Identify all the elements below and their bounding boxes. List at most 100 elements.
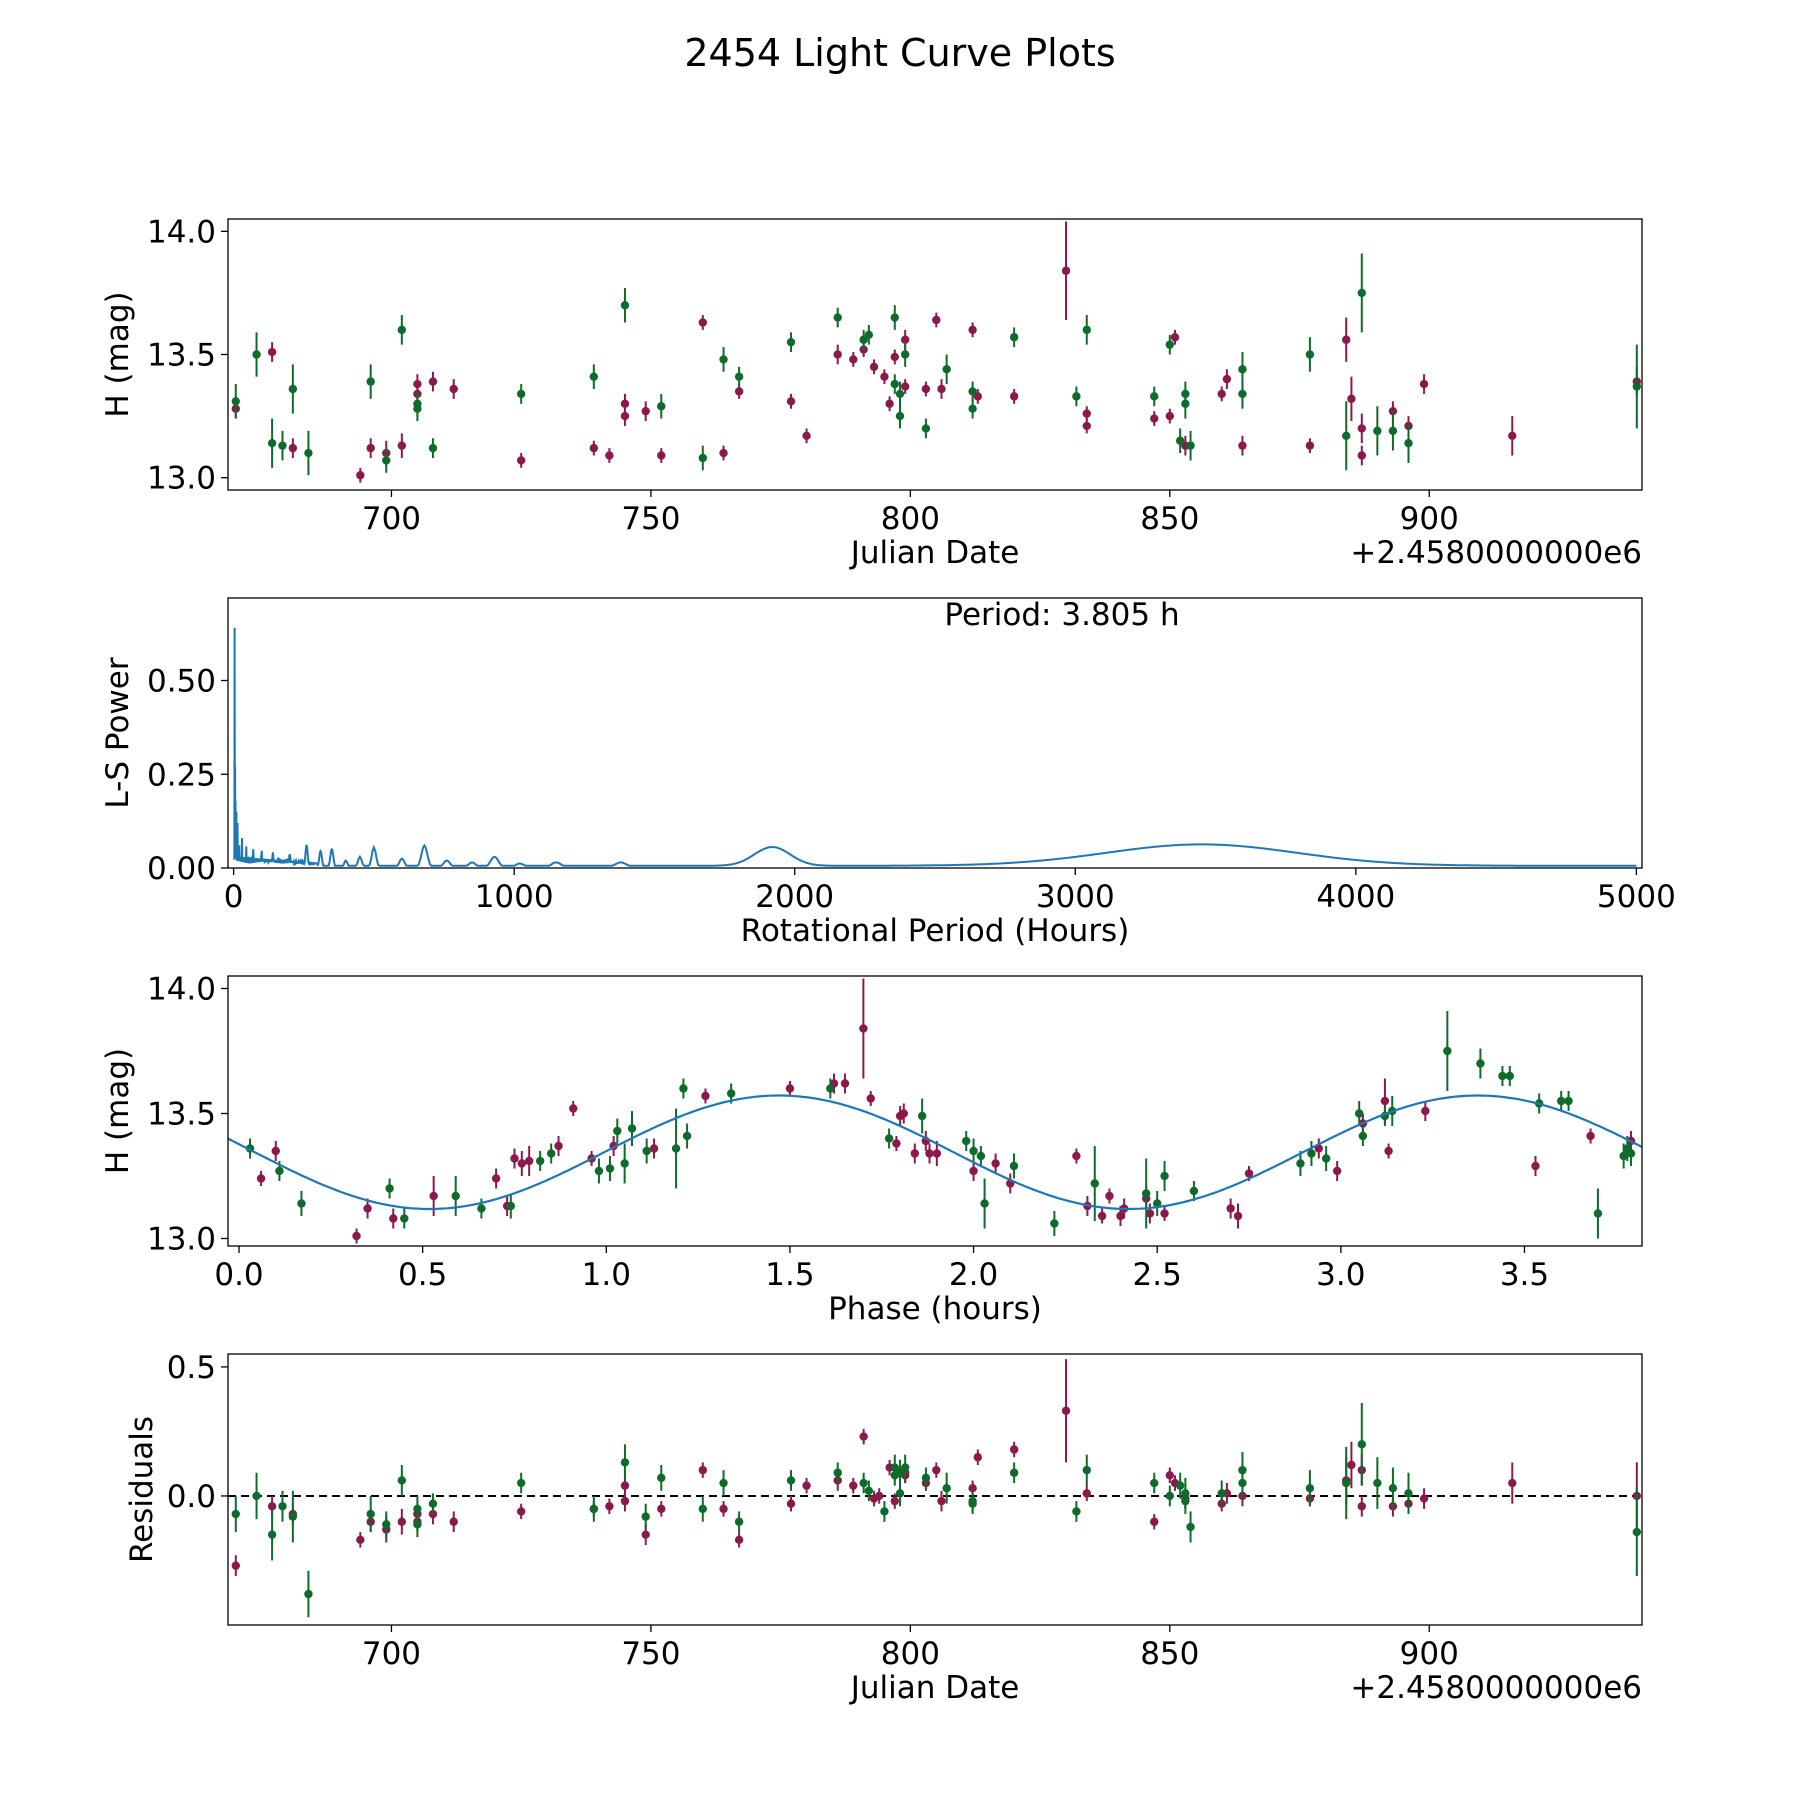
x-tick-label: 3000 bbox=[1036, 879, 1115, 915]
data-point bbox=[833, 313, 842, 322]
data-point bbox=[267, 1530, 277, 1539]
data-point bbox=[620, 301, 630, 310]
data-point bbox=[980, 1199, 989, 1208]
data-point bbox=[594, 1166, 604, 1176]
data-point bbox=[1226, 1204, 1235, 1213]
data-point bbox=[890, 313, 899, 322]
data-point bbox=[786, 337, 796, 347]
data-point bbox=[1508, 431, 1517, 440]
data-point bbox=[620, 411, 630, 421]
data-point bbox=[1342, 431, 1351, 440]
data-point bbox=[231, 397, 240, 406]
data-point bbox=[271, 1146, 280, 1156]
data-point bbox=[620, 1481, 630, 1490]
x-tick-label: 4000 bbox=[1316, 879, 1395, 915]
data-point bbox=[1421, 1106, 1430, 1116]
data-point bbox=[1061, 1406, 1071, 1415]
data-point bbox=[890, 1463, 899, 1472]
y-tick-label: 14.0 bbox=[147, 214, 216, 250]
data-point bbox=[641, 406, 650, 416]
data-point bbox=[1357, 424, 1366, 433]
data-point bbox=[786, 1499, 796, 1508]
data-point bbox=[569, 1104, 578, 1113]
data-point bbox=[900, 382, 910, 391]
data-point bbox=[719, 1504, 728, 1514]
data-point bbox=[620, 1159, 629, 1168]
data-point bbox=[1072, 392, 1081, 401]
data-point bbox=[1175, 436, 1185, 445]
data-point bbox=[802, 1481, 811, 1490]
data-point bbox=[890, 352, 899, 362]
data-point bbox=[382, 1520, 391, 1529]
data-point bbox=[1632, 1527, 1642, 1537]
data-point bbox=[1498, 1071, 1507, 1081]
data-point bbox=[1357, 1440, 1366, 1449]
data-point bbox=[682, 1131, 692, 1141]
data-point bbox=[397, 1517, 407, 1526]
data-point bbox=[1222, 374, 1232, 384]
data-point bbox=[288, 384, 298, 394]
data-point bbox=[1165, 1491, 1175, 1501]
y-tick-label: 0.0 bbox=[167, 1479, 216, 1515]
plot-area bbox=[228, 1359, 1642, 1618]
data-point bbox=[547, 1149, 556, 1158]
data-point bbox=[925, 1149, 934, 1158]
data-point bbox=[657, 451, 666, 460]
data-point bbox=[524, 1156, 534, 1166]
x-tick-label: 750 bbox=[621, 1636, 680, 1672]
data-point bbox=[900, 1463, 910, 1472]
data-point bbox=[1082, 1489, 1091, 1498]
data-point bbox=[620, 399, 630, 408]
data-point bbox=[802, 431, 811, 440]
data-point bbox=[1384, 1146, 1393, 1156]
data-point bbox=[267, 347, 277, 357]
data-point bbox=[356, 1535, 365, 1545]
data-point bbox=[1388, 1484, 1398, 1493]
data-point bbox=[1181, 1489, 1190, 1498]
y-tick-label: 13.0 bbox=[147, 1222, 216, 1258]
data-point bbox=[1632, 382, 1642, 391]
data-point bbox=[491, 1174, 501, 1183]
data-point bbox=[1380, 1096, 1390, 1106]
x-tick-label: 850 bbox=[1140, 501, 1199, 537]
data-point bbox=[1593, 1209, 1603, 1218]
data-point bbox=[895, 389, 905, 399]
data-point bbox=[657, 1504, 666, 1514]
data-point bbox=[1305, 1484, 1315, 1493]
data-point bbox=[516, 389, 526, 399]
data-point bbox=[1505, 1071, 1514, 1081]
x-axis-label: Rotational Period (Hours) bbox=[741, 913, 1130, 949]
data-point bbox=[973, 1453, 983, 1462]
data-point bbox=[267, 1502, 277, 1511]
chart-panel-2: Period: 3.805 h 0 1000 2000 3000 4000 5000 0.00… bbox=[100, 597, 1676, 949]
data-point bbox=[477, 1204, 486, 1213]
data-point bbox=[1160, 1171, 1169, 1181]
data-point bbox=[1217, 389, 1226, 399]
data-point bbox=[605, 451, 614, 460]
data-point bbox=[1619, 1151, 1628, 1161]
data-point bbox=[589, 443, 599, 453]
data-point bbox=[1404, 438, 1413, 448]
x-tick-label: 0.5 bbox=[398, 1257, 447, 1293]
x-tick-label: 800 bbox=[881, 501, 940, 537]
y-tick-label: 13.5 bbox=[147, 338, 216, 374]
data-point bbox=[517, 1159, 527, 1168]
data-point bbox=[1150, 392, 1159, 401]
data-point bbox=[657, 1473, 666, 1483]
data-point bbox=[1357, 1502, 1366, 1511]
data-point bbox=[642, 1146, 651, 1156]
data-point bbox=[366, 377, 375, 386]
data-point bbox=[385, 1184, 394, 1193]
data-point bbox=[880, 372, 889, 381]
data-point bbox=[449, 384, 458, 394]
data-point bbox=[859, 1432, 868, 1441]
sinusoid-fit-line bbox=[228, 1094, 1642, 1211]
periodogram-line bbox=[233, 627, 1637, 867]
data-point bbox=[1443, 1046, 1452, 1056]
chart-panel-4: 700 750 800 850 900 0.0 0.5 Julian Date Residual… bbox=[124, 1350, 1643, 1706]
data-point bbox=[278, 1502, 287, 1511]
data-point bbox=[1388, 426, 1398, 436]
data-point bbox=[734, 387, 744, 396]
data-point bbox=[840, 1079, 850, 1088]
